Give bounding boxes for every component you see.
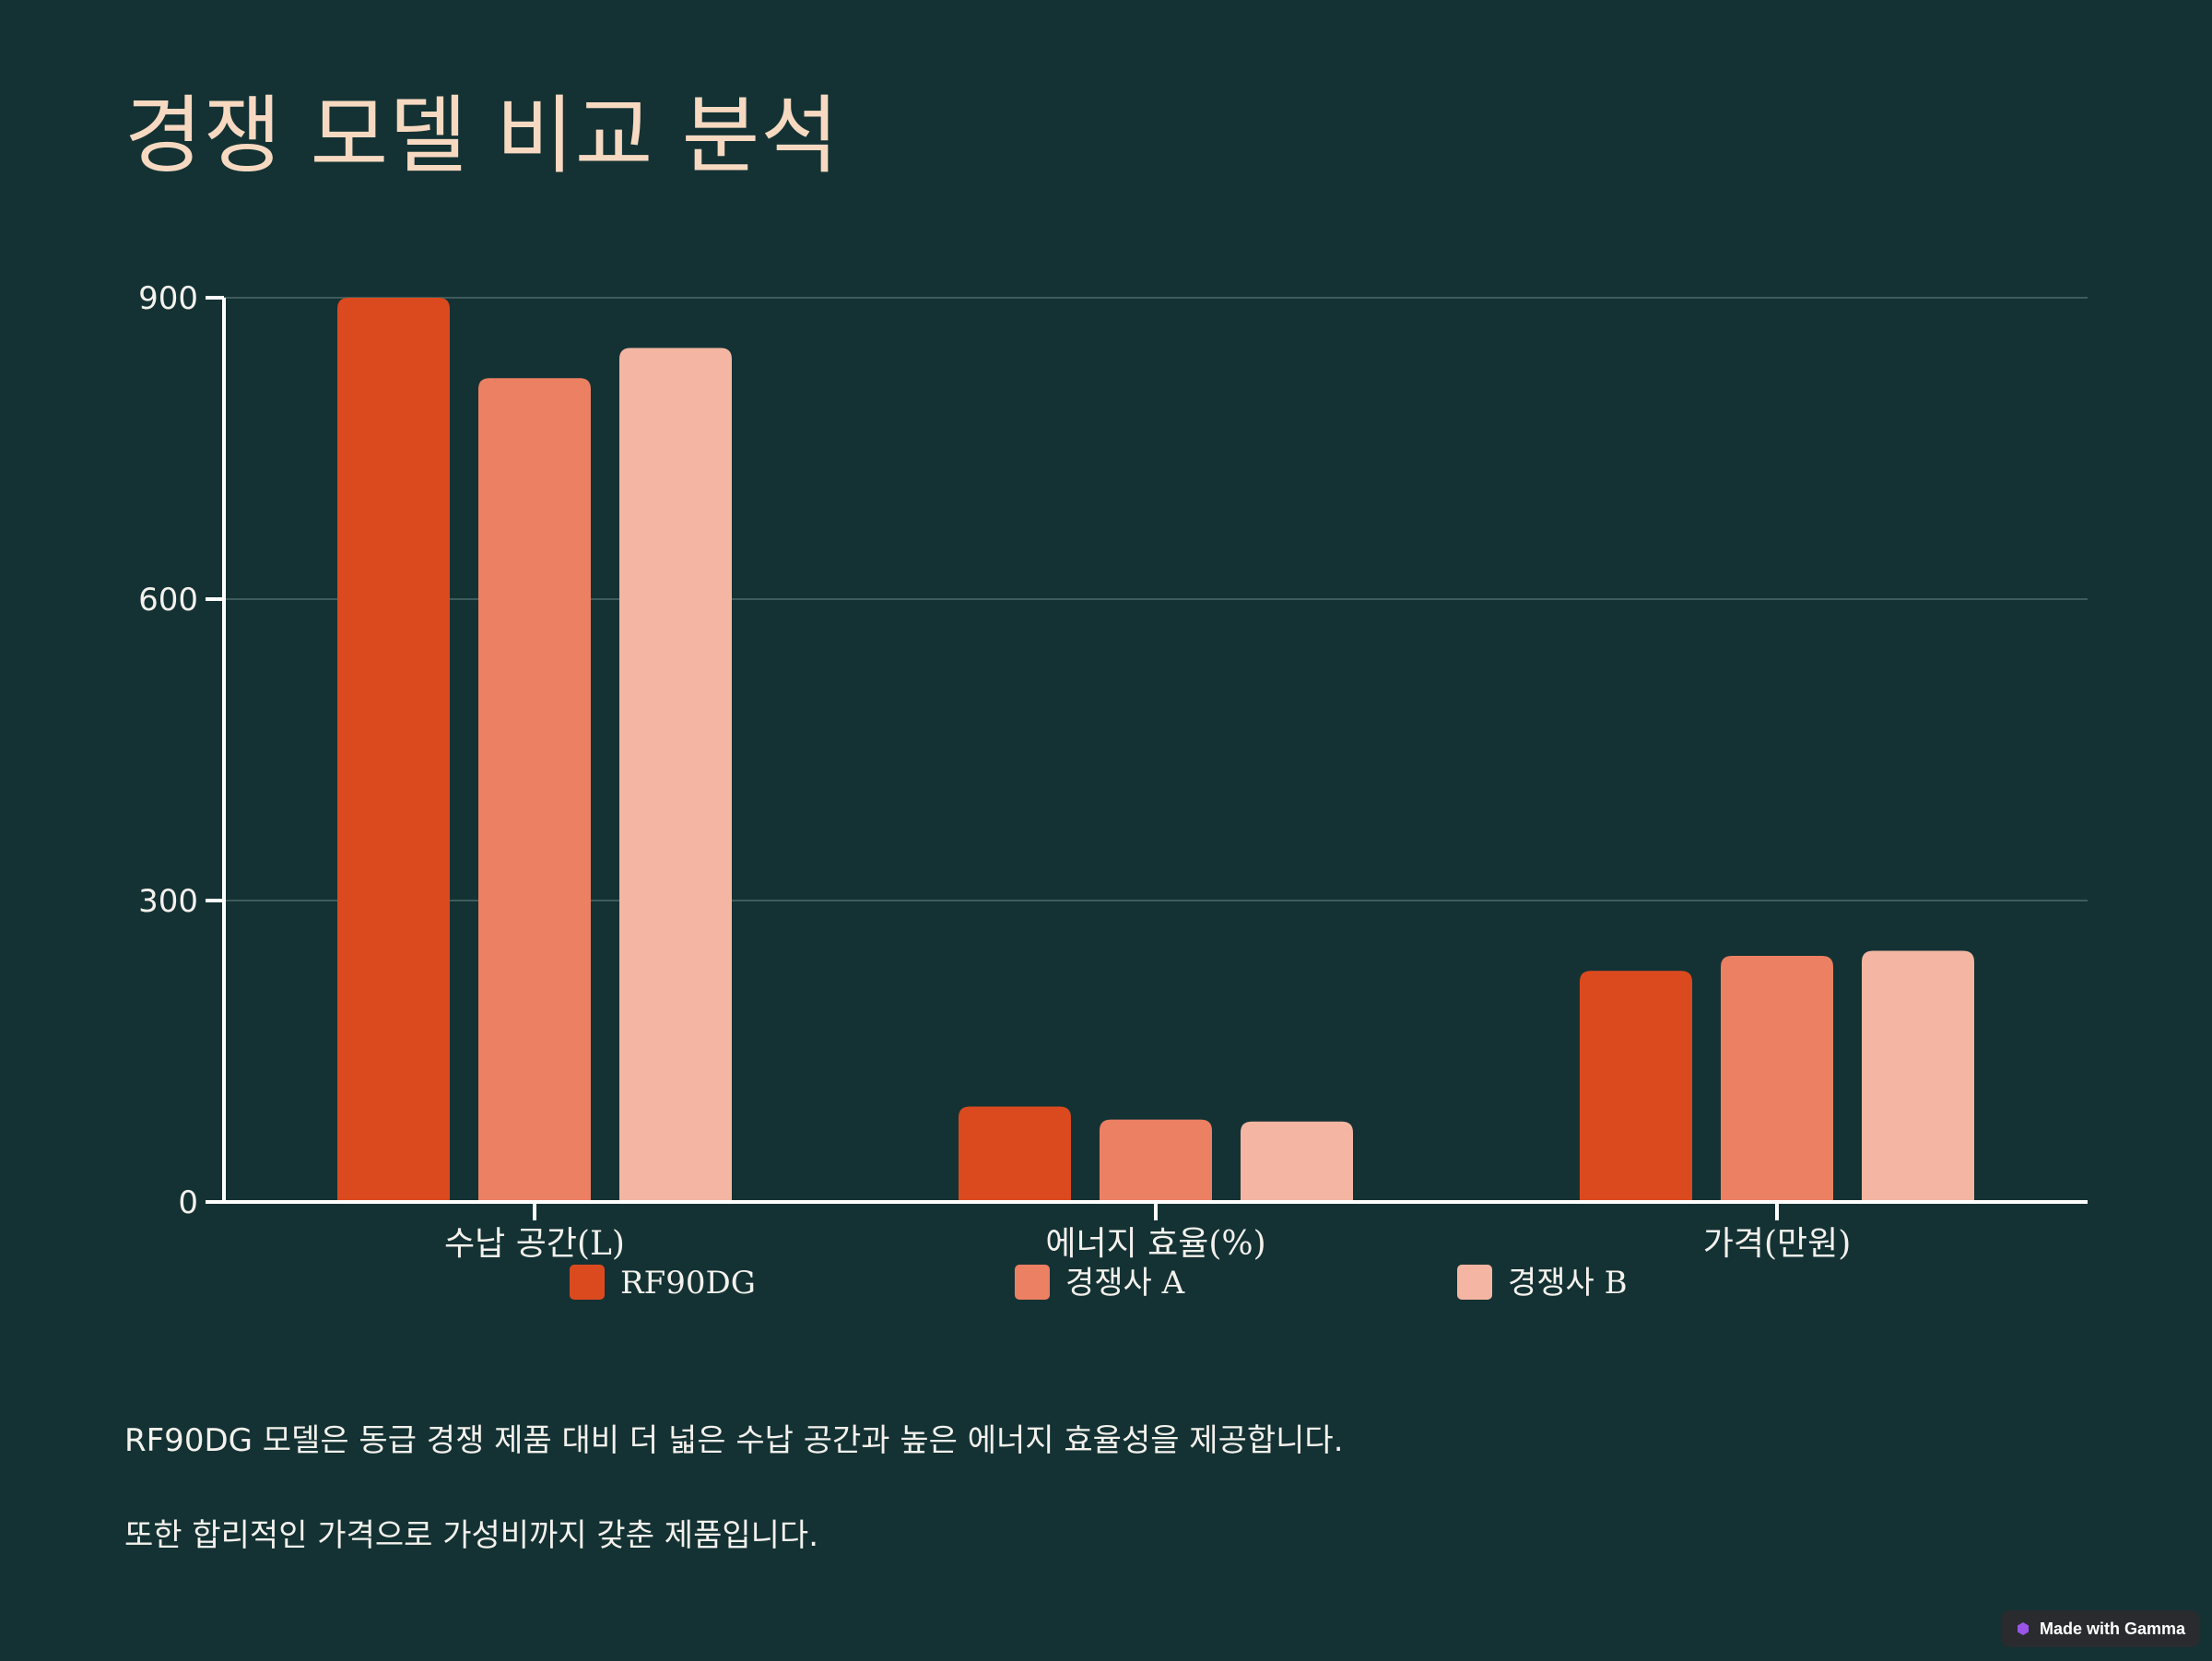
legend-swatch xyxy=(1457,1265,1492,1300)
bar[interactable] xyxy=(1100,1119,1212,1202)
category-labels: 수납 공간(L) 에너지 효율(%) 가격(만원) xyxy=(444,1225,1851,1263)
y-tick-label: 900 xyxy=(138,280,198,317)
legend-swatch xyxy=(1015,1265,1050,1300)
bar[interactable] xyxy=(337,298,450,1202)
y-tick-label: 300 xyxy=(138,883,198,920)
bar[interactable] xyxy=(1862,950,1974,1203)
category-label: 가격(만원) xyxy=(1703,1225,1852,1263)
bar[interactable] xyxy=(1241,1121,1353,1202)
bar[interactable] xyxy=(1580,971,1692,1202)
y-tick-labels: 0 300 600 900 xyxy=(138,280,198,1221)
legend: RF90DG 경쟁사 A 경쟁사 B xyxy=(570,1265,1628,1302)
bars xyxy=(337,298,1974,1202)
legend-swatch xyxy=(570,1265,605,1300)
y-tick-label: 0 xyxy=(178,1184,198,1221)
bar[interactable] xyxy=(959,1106,1071,1202)
gamma-logo-icon xyxy=(2017,1622,2029,1635)
badge-label: Made with Gamma xyxy=(2039,1619,2186,1638)
made-with-gamma-badge[interactable]: Made with Gamma xyxy=(2002,1610,2199,1647)
bar[interactable] xyxy=(1721,955,1833,1202)
description-line-2: 또한 합리적인 가격으로 가성비까지 갖춘 제품입니다. xyxy=(124,1517,819,1554)
category-label: 에너지 효율(%) xyxy=(1045,1225,1265,1263)
description-line-1: RF90DG 모델은 동급 경쟁 제품 대비 더 넓은 수납 공간과 높은 에너… xyxy=(124,1422,1344,1459)
y-tick-label: 600 xyxy=(138,582,198,618)
legend-label: RF90DG xyxy=(620,1265,756,1302)
axes xyxy=(206,296,2088,1220)
legend-label: 경쟁사 B xyxy=(1508,1265,1628,1302)
bar[interactable] xyxy=(619,348,732,1203)
legend-label: 경쟁사 A xyxy=(1065,1265,1185,1302)
slide-title: 경쟁 모델 비교 분석 xyxy=(124,87,840,185)
bar[interactable] xyxy=(478,378,591,1202)
category-label: 수납 공간(L) xyxy=(444,1225,625,1263)
